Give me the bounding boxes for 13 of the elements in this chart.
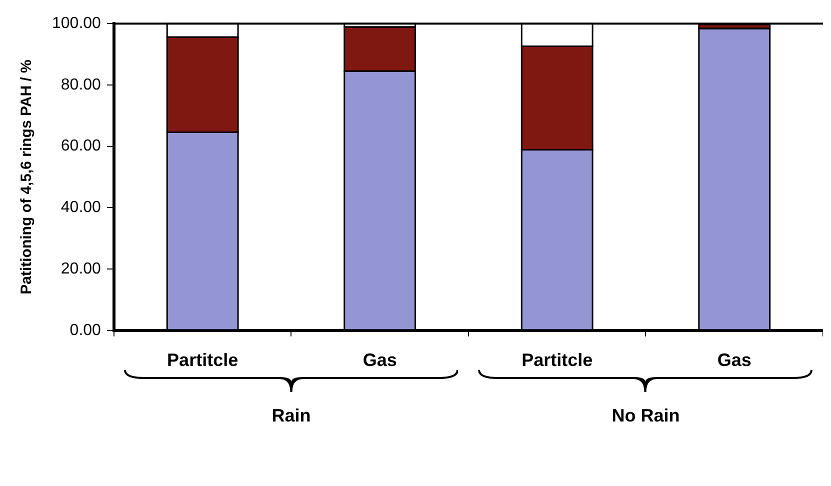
y-axis-title: Patitioning of 4,5,6 rings PAH / % (18, 60, 36, 294)
y-tick-label: 0.00 (70, 322, 102, 339)
x-tick-label: Gas (717, 350, 752, 370)
x-tick-label: Partitcle (522, 350, 593, 370)
y-tick-label: 60.00 (60, 138, 102, 155)
x-tick-label: Partitcle (167, 350, 238, 370)
y-tick-label: 80.00 (60, 76, 102, 94)
y-tick-label: 20.00 (60, 260, 102, 278)
text: Rain (272, 405, 311, 426)
x-tick-label: Gas (362, 350, 397, 370)
text: No Rain (612, 405, 680, 426)
y-tick-label: 40.00 (60, 199, 102, 216)
y-tick-label: 100.00 (52, 15, 102, 32)
